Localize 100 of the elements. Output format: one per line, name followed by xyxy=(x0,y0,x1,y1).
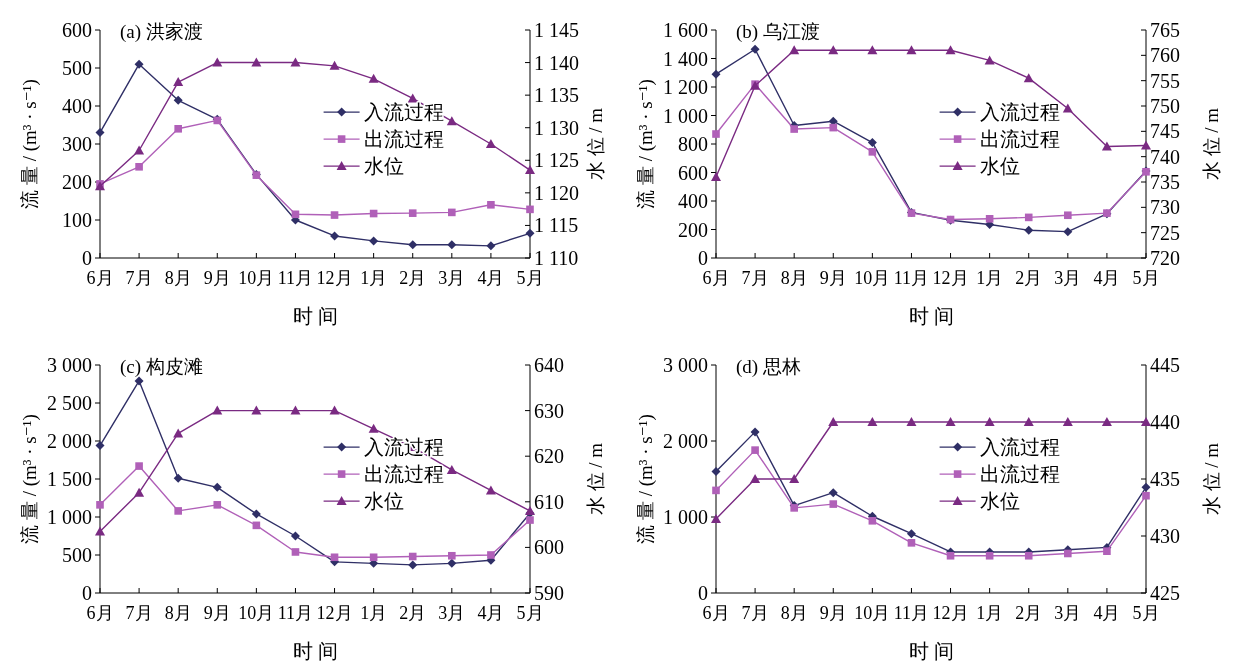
point xyxy=(251,57,262,67)
y-tick-label: 1 200 xyxy=(663,76,708,98)
legend-label: 水位 xyxy=(363,155,404,178)
x-tick-label: 3月 xyxy=(438,603,466,623)
point xyxy=(290,531,300,541)
x-axis-title: 时 间 xyxy=(908,305,954,327)
point xyxy=(487,551,495,559)
point xyxy=(712,486,720,495)
y-tick-label: 1 000 xyxy=(663,104,708,127)
point xyxy=(1062,417,1073,426)
y-tick-label: 1 000 xyxy=(47,506,92,528)
point xyxy=(828,488,838,498)
y2-tick-label: 630 xyxy=(534,399,564,422)
x-tick-label: 5月 xyxy=(516,603,544,623)
x-tick-label: 10月 xyxy=(854,268,891,288)
point xyxy=(1023,417,1034,426)
point xyxy=(329,405,340,415)
x-tick-label: 7月 xyxy=(741,603,769,623)
x-tick-label: 12月 xyxy=(316,603,353,623)
legend-label: 出流过程 xyxy=(979,463,1060,486)
x-tick-label: 1月 xyxy=(360,603,388,623)
point xyxy=(945,417,956,426)
point xyxy=(906,45,917,55)
y2-tick-label: 760 xyxy=(1150,44,1180,67)
x-tick-label: 3月 xyxy=(1054,603,1082,623)
point xyxy=(251,509,261,519)
point xyxy=(173,428,184,438)
point xyxy=(985,551,994,560)
x-tick-label: 7月 xyxy=(125,603,153,623)
point xyxy=(447,240,457,250)
point xyxy=(525,165,535,175)
chart-title: (c) 构皮滩 xyxy=(120,356,203,378)
point xyxy=(330,211,339,219)
point xyxy=(173,473,183,483)
y2-axis-title: 水 位 / m xyxy=(1201,442,1222,516)
legend-label: 水位 xyxy=(363,490,404,513)
y-tick-label: 600 xyxy=(678,161,708,184)
y2-tick-label: 735 xyxy=(1150,171,1180,193)
y-axis-title: 流 量 / (m³ · s⁻¹) xyxy=(635,79,657,209)
y2-tick-label: 1 125 xyxy=(534,149,579,172)
point xyxy=(1064,549,1072,558)
point xyxy=(291,548,300,556)
x-tick-label: 9月 xyxy=(819,603,847,623)
x-tick-label: 12月 xyxy=(932,603,969,623)
point xyxy=(369,236,379,246)
point xyxy=(446,464,457,474)
legend-label: 出流过程 xyxy=(363,128,444,151)
point xyxy=(135,462,143,470)
point xyxy=(750,44,760,54)
x-tick-label: 8月 xyxy=(780,603,808,623)
y-tick-label: 300 xyxy=(62,133,92,155)
chart-title: (a) 洪家渡 xyxy=(120,21,203,43)
point xyxy=(1023,73,1034,83)
point xyxy=(446,116,457,126)
point xyxy=(408,560,418,570)
y-tick-label: 1 400 xyxy=(663,47,708,70)
y2-tick-label: 430 xyxy=(1150,525,1180,547)
x-tick-label: 9月 xyxy=(819,268,847,288)
x-tick-label: 8月 xyxy=(780,268,808,288)
y-tick-label: 0 xyxy=(698,247,708,269)
x-tick-label: 7月 xyxy=(125,268,153,288)
point xyxy=(526,205,534,214)
legend-label: 入流过程 xyxy=(979,436,1060,459)
legend-label: 出流过程 xyxy=(979,128,1060,151)
y-tick-label: 500 xyxy=(62,57,92,79)
point xyxy=(1101,417,1112,426)
point xyxy=(290,57,301,67)
point xyxy=(1142,491,1150,500)
point xyxy=(1024,551,1033,560)
x-tick-label: 6月 xyxy=(86,268,114,288)
point xyxy=(946,551,955,560)
y-tick-label: 400 xyxy=(678,190,708,212)
point xyxy=(828,417,839,426)
point xyxy=(408,209,417,217)
point xyxy=(906,417,917,426)
x-tick-label: 1月 xyxy=(976,268,1004,288)
y2-axis-title: 水 位 / m xyxy=(585,107,606,181)
legend-label: 出流过程 xyxy=(363,463,444,486)
y2-tick-label: 755 xyxy=(1150,69,1180,92)
y2-tick-label: 1 140 xyxy=(534,51,579,74)
y2-tick-label: 640 xyxy=(534,354,564,376)
point xyxy=(1062,103,1073,113)
point xyxy=(95,441,105,451)
y2-tick-label: 725 xyxy=(1150,221,1180,244)
y-tick-label: 100 xyxy=(62,209,92,231)
x-tick-label: 6月 xyxy=(86,603,114,623)
x-tick-label: 4月 xyxy=(477,268,505,288)
y2-tick-label: 1 115 xyxy=(534,214,579,237)
y2-axis-title: 水 位 / m xyxy=(585,442,606,516)
x-tick-label: 2月 xyxy=(1015,268,1043,288)
x-tick-label: 11月 xyxy=(277,268,314,288)
point xyxy=(712,130,720,138)
point xyxy=(984,55,995,65)
y2-tick-label: 425 xyxy=(1150,582,1180,604)
y2-tick-label: 720 xyxy=(1150,247,1180,269)
y2-tick-label: 620 xyxy=(534,445,564,468)
x-tick-label: 10月 xyxy=(854,603,891,623)
point xyxy=(135,163,143,171)
x-tick-label: 9月 xyxy=(203,603,231,623)
x-tick-label: 4月 xyxy=(477,603,505,623)
